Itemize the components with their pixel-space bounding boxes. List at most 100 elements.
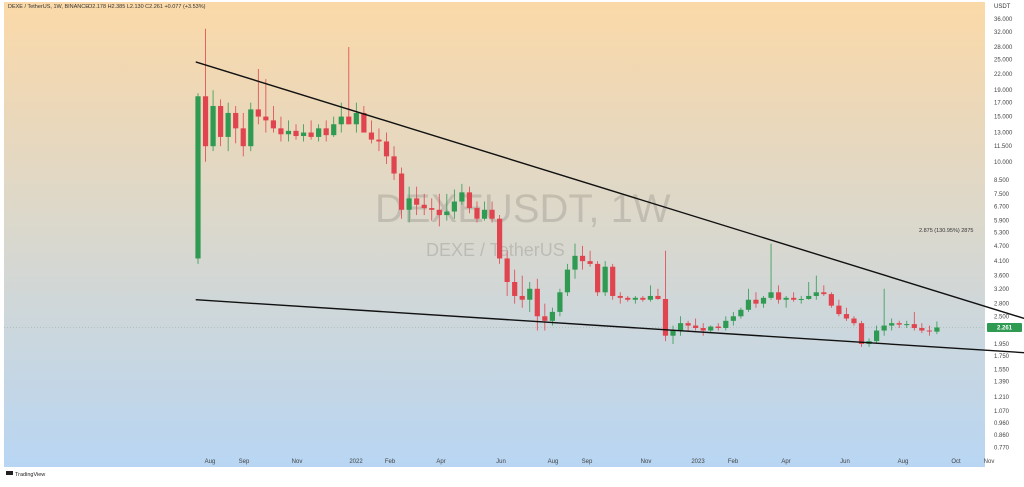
candle-body bbox=[534, 288, 540, 317]
candle-body bbox=[376, 139, 382, 142]
candle-body bbox=[225, 112, 231, 137]
price-tick-label: 8.500 bbox=[994, 178, 1010, 184]
candle-body bbox=[285, 130, 292, 135]
candle-body bbox=[738, 309, 744, 317]
time-tick-label: Sep bbox=[582, 459, 593, 465]
candle-body bbox=[813, 292, 819, 296]
price-tick-label: 7.500 bbox=[994, 192, 1010, 198]
tradingview-logo[interactable]: TradingView bbox=[6, 471, 45, 478]
trendline-resistance[interactable] bbox=[195, 61, 1024, 344]
candle-body bbox=[308, 132, 314, 137]
candle-body bbox=[270, 120, 276, 129]
candle-body bbox=[647, 295, 653, 300]
candle-body bbox=[889, 323, 895, 326]
candle-body bbox=[444, 211, 450, 216]
candle-body bbox=[723, 320, 729, 329]
time-tick-label: Oct bbox=[951, 459, 961, 465]
time-tick-label: Nov bbox=[984, 459, 995, 465]
candle-body bbox=[791, 297, 797, 300]
candle-body bbox=[911, 324, 917, 329]
candle-body bbox=[240, 128, 246, 147]
watermark-symbol: DEXEUSDT, 1W bbox=[375, 187, 671, 231]
candle-body bbox=[406, 198, 412, 210]
candle-body bbox=[760, 297, 767, 304]
time-tick-label: 2022 bbox=[349, 459, 363, 465]
candle-body bbox=[843, 314, 850, 319]
candle-body bbox=[429, 208, 435, 210]
candle-body bbox=[361, 112, 367, 133]
price-axis: 36.000 32.000 28.000 25.000 22.000 19.000 17.0… bbox=[994, 17, 1013, 451]
candle-body bbox=[466, 192, 473, 209]
time-axis-panel[interactable] bbox=[0, 456, 985, 468]
price-tick-label: 1.750 bbox=[994, 354, 1010, 360]
candle-body bbox=[730, 316, 736, 321]
candle-body bbox=[316, 128, 322, 137]
candle-body bbox=[512, 282, 518, 296]
price-tick-label: 5.900 bbox=[994, 219, 1010, 225]
candle-body bbox=[617, 295, 623, 298]
tradingview-logo-text: TradingView bbox=[15, 472, 45, 478]
last-price-badge bbox=[987, 322, 1022, 332]
candle-body bbox=[587, 261, 593, 264]
tradingview-logo-icon bbox=[6, 471, 13, 475]
candle-body bbox=[233, 112, 239, 129]
chart-header-symbol[interactable]: DEXE / TetherUS, 1W, BINANCE bbox=[8, 4, 89, 10]
candle-body bbox=[414, 198, 420, 205]
candle-body bbox=[368, 132, 375, 140]
candle-body bbox=[557, 292, 563, 312]
candle-body bbox=[821, 292, 827, 295]
candle-body bbox=[640, 297, 646, 300]
time-tick-label: Feb bbox=[728, 459, 739, 465]
candle-body bbox=[874, 330, 880, 342]
price-tick-label: 3.600 bbox=[994, 274, 1010, 280]
candle-body bbox=[783, 297, 789, 300]
candle-body bbox=[278, 128, 284, 135]
trendlines[interactable] bbox=[195, 61, 1024, 358]
candle-body bbox=[715, 326, 721, 329]
candle-body bbox=[798, 298, 804, 300]
candle-body bbox=[519, 295, 525, 300]
trendline-support[interactable] bbox=[195, 299, 1024, 358]
price-axis-panel[interactable] bbox=[985, 0, 1024, 467]
time-axis: Aug Sep Nov 2022 Feb Apr Jun Aug Sep Nov 2023 Feb Ap… bbox=[205, 459, 995, 465]
chart-background bbox=[4, 2, 985, 467]
price-tick-label: 6.700 bbox=[994, 204, 1010, 210]
price-tick-label: 19.000 bbox=[994, 88, 1013, 94]
candle-body bbox=[331, 124, 337, 136]
price-tick-label: 22.000 bbox=[994, 72, 1013, 78]
candle-body bbox=[421, 204, 427, 209]
candle-body bbox=[323, 128, 329, 136]
time-tick-label: Apr bbox=[436, 459, 445, 465]
time-tick-label: Apr bbox=[781, 459, 790, 465]
candle-body bbox=[677, 323, 684, 331]
candle-body bbox=[549, 311, 555, 321]
time-tick-label: Aug bbox=[898, 459, 909, 465]
candle-body bbox=[828, 294, 834, 306]
candle-body bbox=[708, 326, 714, 331]
time-tick-label: Aug bbox=[205, 459, 216, 465]
time-tick-label: Jun bbox=[496, 459, 506, 465]
candle-body bbox=[625, 297, 631, 300]
price-tick-label: 2.800 bbox=[994, 302, 1010, 308]
candle-body bbox=[602, 266, 608, 293]
candle-body bbox=[459, 192, 465, 202]
candle-body bbox=[745, 299, 752, 310]
candle-body bbox=[693, 325, 699, 329]
price-tick-label: 4.100 bbox=[994, 259, 1010, 265]
candle-body bbox=[391, 156, 397, 174]
candle-body bbox=[293, 130, 299, 137]
candle-body bbox=[595, 263, 601, 293]
candle-body bbox=[436, 209, 442, 216]
candle-body bbox=[398, 173, 405, 210]
candle-body bbox=[218, 105, 224, 137]
candle-body bbox=[195, 96, 201, 259]
candle-body bbox=[248, 109, 254, 147]
candle-body bbox=[632, 297, 638, 300]
candle-body bbox=[881, 325, 887, 331]
candle-body bbox=[775, 292, 782, 300]
candles bbox=[195, 28, 940, 347]
currency-label[interactable]: USDT bbox=[994, 4, 1011, 10]
candle-body bbox=[210, 105, 216, 147]
candle-body bbox=[655, 295, 661, 299]
candle-body bbox=[806, 295, 812, 299]
